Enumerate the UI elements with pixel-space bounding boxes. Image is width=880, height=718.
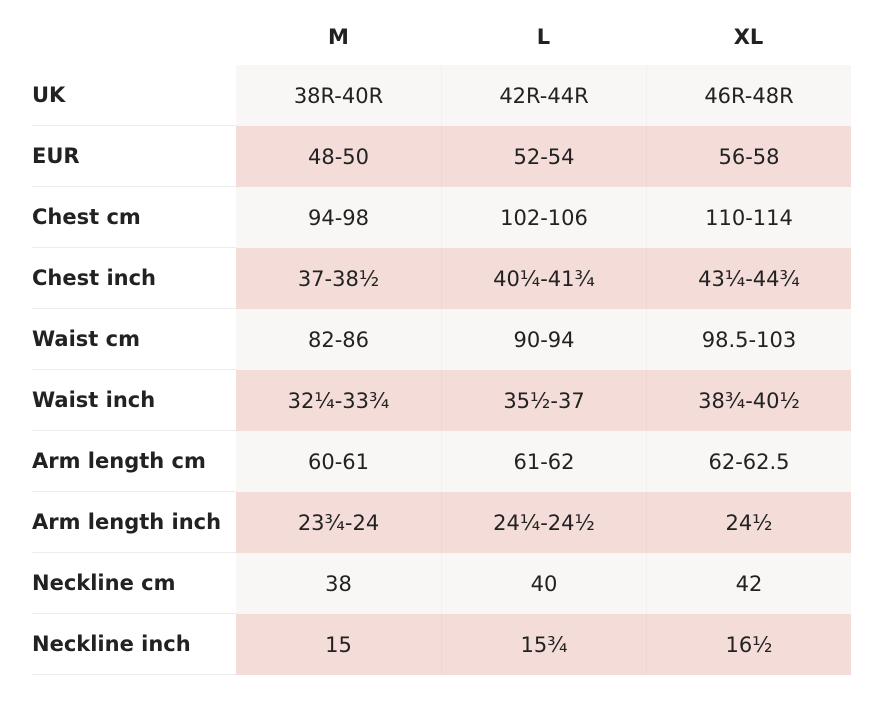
column-header: L: [536, 24, 551, 49]
size-cell: 38: [236, 553, 441, 614]
size-cell: 15¾: [441, 614, 646, 675]
size-cell: 90-94: [441, 309, 646, 370]
size-cell: 35½-37: [441, 370, 646, 431]
size-cell: 46R-48R: [646, 65, 851, 126]
row-label: Chest inch: [32, 248, 236, 309]
size-cell: 43¼-44¾: [646, 248, 851, 309]
column-header: M: [328, 24, 349, 49]
size-cell: 38¾-40½: [646, 370, 851, 431]
size-cell: 110-114: [646, 187, 851, 248]
table-row: UK 38R-40R 42R-44R 46R-48R: [32, 65, 851, 126]
column-header: XL: [733, 24, 764, 49]
size-cell: 56-58: [646, 126, 851, 187]
row-label: UK: [32, 65, 236, 126]
table-row: EUR 48-50 52-54 56-58: [32, 126, 851, 187]
size-cell: 52-54: [441, 126, 646, 187]
size-cell: 82-86: [236, 309, 441, 370]
size-cell: 102-106: [441, 187, 646, 248]
size-cell: 15: [236, 614, 441, 675]
row-label: Chest cm: [32, 187, 236, 248]
size-cell: 42R-44R: [441, 65, 646, 126]
row-label: Neckline cm: [32, 553, 236, 614]
header-row: M L XL: [32, 8, 851, 65]
table-row: Waist cm 82-86 90-94 98.5-103: [32, 309, 851, 370]
size-cell: 16½: [646, 614, 851, 675]
size-table: M L XL UK 38R-40R 42R-44R 46R-48R EUR 48-50 52-54…: [32, 8, 851, 675]
size-cell: 61-62: [441, 431, 646, 492]
size-cell: 37-38½: [236, 248, 441, 309]
row-label: Arm length inch: [32, 492, 236, 553]
corner: [32, 8, 236, 65]
table-row: Chest cm 94-98 102-106 110-114: [32, 187, 851, 248]
table-row: Arm length inch 23¾-24 24¼-24½ 24½: [32, 492, 851, 553]
table-row: Neckline inch 15 15¾ 16½: [32, 614, 851, 675]
row-label: EUR: [32, 126, 236, 187]
size-cell: 40: [441, 553, 646, 614]
row-label: Waist inch: [32, 370, 236, 431]
row-label: Arm length cm: [32, 431, 236, 492]
size-cell: 42: [646, 553, 851, 614]
size-cell: 38R-40R: [236, 65, 441, 126]
row-label: Waist cm: [32, 309, 236, 370]
size-cell: 40¼-41¾: [441, 248, 646, 309]
size-cell: 60-61: [236, 431, 441, 492]
size-cell: 24¼-24½: [441, 492, 646, 553]
size-cell: 24½: [646, 492, 851, 553]
table-row: Chest inch 37-38½ 40¼-41¾ 43¼-44¾: [32, 248, 851, 309]
table-row: Waist inch 32¼-33¾ 35½-37 38¾-40½: [32, 370, 851, 431]
size-cell: 98.5-103: [646, 309, 851, 370]
row-label: Neckline inch: [32, 614, 236, 675]
size-cell: 23¾-24: [236, 492, 441, 553]
size-cell: 62-62.5: [646, 431, 851, 492]
size-cell: 48-50: [236, 126, 441, 187]
table-row: Neckline cm 38 40 42: [32, 553, 851, 614]
table-row: Arm length cm 60-61 61-62 62-62.5: [32, 431, 851, 492]
size-cell: 32¼-33¾: [236, 370, 441, 431]
size-cell: 94-98: [236, 187, 441, 248]
